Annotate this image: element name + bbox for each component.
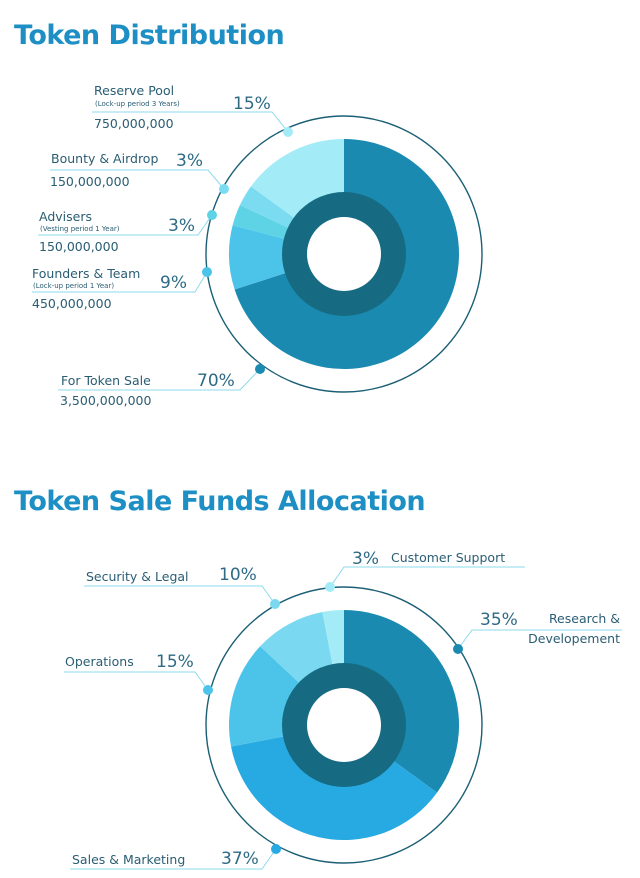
- note-founders-team: (Lock-up period 1 Year): [33, 282, 114, 290]
- leader-line-advisers: [38, 214, 213, 236]
- legend-founders-team: Founders & Team (Lock-up period 1 Year) …: [32, 266, 212, 311]
- percent-bounty-airdrop: 3%: [176, 151, 203, 171]
- percent-reserve-pool: 15%: [233, 94, 271, 114]
- marker-research-development: [453, 644, 463, 654]
- amount-reserve-pool: 750,000,000: [94, 116, 174, 131]
- label-bounty-airdrop: Bounty & Airdrop: [51, 151, 158, 166]
- amount-bounty-airdrop: 150,000,000: [50, 174, 130, 189]
- chart2-hole: [307, 688, 381, 762]
- leader-line-bounty-airdrop: [50, 169, 225, 190]
- amount-founders-team: 450,000,000: [32, 296, 112, 311]
- leader-line-reserve-pool: [92, 111, 289, 133]
- percent-founders-team: 9%: [160, 273, 187, 293]
- leader-line-for-token-sale: [58, 368, 261, 391]
- marker-sales-marketing: [271, 844, 281, 854]
- chart1-outer-ring: [205, 115, 483, 393]
- label-founders-team: Founders & Team: [32, 266, 140, 281]
- legend-reserve-pool: Reserve Pool (Lock-up period 3 Years) 75…: [92, 83, 293, 137]
- token-distribution-chart: Reserve Pool (Lock-up period 3 Years) 75…: [32, 83, 483, 408]
- label-security-legal: Security & Legal: [86, 569, 189, 584]
- legend-sales-marketing: Sales & Marketing 37%: [70, 844, 281, 870]
- percent-operations: 15%: [156, 652, 194, 672]
- note-reserve-pool: (Lock-up period 3 Years): [95, 100, 180, 108]
- label-advisers: Advisers: [39, 209, 92, 224]
- chart1-hole: [307, 217, 381, 291]
- legend-for-token-sale: For Token Sale 3,500,000,000 70%: [58, 364, 265, 408]
- leader-line-founders-team: [32, 271, 208, 293]
- legend-research-development: 35% Research & Developement: [453, 610, 622, 654]
- funds-allocation-title: Token Sale Funds Allocation: [14, 486, 426, 517]
- leader-line-security-legal: [84, 585, 276, 605]
- legend-bounty-airdrop: Bounty & Airdrop 150,000,000 3%: [50, 151, 229, 194]
- percent-security-legal: 10%: [219, 565, 257, 585]
- legend-advisers: Advisers (Vesting period 1 Year) 150,000…: [38, 209, 217, 254]
- token-distribution-title: Token Distribution: [14, 20, 285, 51]
- label-reserve-pool: Reserve Pool: [94, 83, 174, 98]
- chart2-outer-ring: [205, 586, 483, 864]
- percent-research-development: 35%: [480, 610, 518, 630]
- marker-security-legal: [270, 599, 280, 609]
- legend-customer-support: 3% Customer Support: [325, 549, 525, 592]
- note-advisers: (Vesting period 1 Year): [40, 225, 120, 233]
- marker-operations: [203, 685, 213, 695]
- label-research-development-line1: Research &: [549, 611, 620, 626]
- funds-allocation-chart: 3% Customer Support Security & Legal 10%…: [64, 549, 622, 870]
- pie-slice-research-developement: [344, 609, 460, 793]
- label-customer-support: Customer Support: [391, 550, 505, 565]
- percent-sales-marketing: 37%: [221, 849, 259, 869]
- marker-bounty-airdrop: [219, 184, 229, 194]
- percent-customer-support: 3%: [352, 549, 379, 569]
- marker-advisers: [207, 210, 217, 220]
- label-operations: Operations: [65, 654, 134, 669]
- leader-line-operations: [64, 671, 209, 691]
- label-sales-marketing: Sales & Marketing: [72, 852, 185, 867]
- percent-advisers: 3%: [168, 216, 195, 236]
- label-for-token-sale: For Token Sale: [61, 373, 151, 388]
- leader-line-sales-marketing: [70, 848, 277, 870]
- leader-line-customer-support: [329, 566, 525, 588]
- label-research-development-line2: Developement: [528, 631, 620, 646]
- marker-reserve-pool: [283, 127, 293, 137]
- percent-for-token-sale: 70%: [197, 371, 235, 391]
- amount-advisers: 150,000,000: [39, 239, 119, 254]
- marker-founders-team: [202, 267, 212, 277]
- amount-for-token-sale: 3,500,000,000: [60, 393, 151, 408]
- legend-security-legal: Security & Legal 10%: [84, 565, 280, 609]
- marker-for-token-sale: [255, 364, 265, 374]
- marker-customer-support: [325, 582, 335, 592]
- leader-line-research-development: [457, 629, 622, 650]
- legend-operations: Operations 15%: [64, 652, 213, 695]
